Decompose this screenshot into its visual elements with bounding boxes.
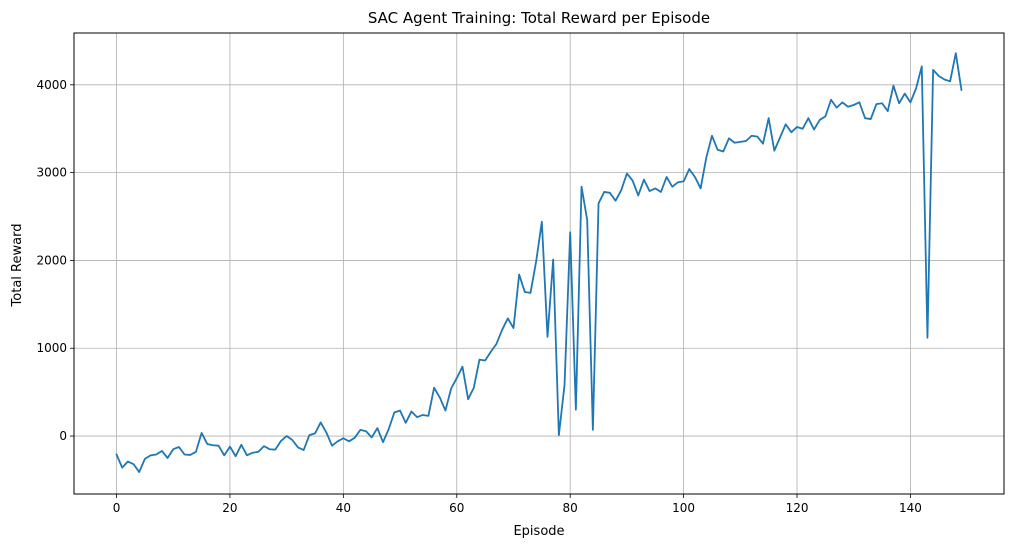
axis-ticks: 0 20 40 60 80 100 120 140 0 1000 2000 3000 4000 bbox=[36, 78, 921, 515]
y-tick-label: 4000 bbox=[36, 78, 67, 92]
y-tick-label: 1000 bbox=[36, 341, 67, 355]
x-tick-label: 0 bbox=[113, 501, 121, 515]
y-tick-label: 0 bbox=[59, 429, 67, 443]
grid-lines bbox=[74, 33, 1004, 494]
x-tick-label: 120 bbox=[786, 501, 809, 515]
y-tick-label: 3000 bbox=[36, 166, 67, 180]
x-tick-label: 100 bbox=[672, 501, 695, 515]
x-tick-label: 140 bbox=[899, 501, 922, 515]
x-axis-label: Episode bbox=[513, 524, 564, 539]
x-tick-label: 80 bbox=[563, 501, 578, 515]
x-tick-label: 60 bbox=[449, 501, 464, 515]
series-group bbox=[115, 52, 963, 473]
chart-title: SAC Agent Training: Total Reward per Epi… bbox=[368, 9, 710, 27]
y-axis-label: Total Reward bbox=[10, 224, 25, 308]
reward-series-line bbox=[115, 52, 963, 473]
x-tick-label: 40 bbox=[336, 501, 351, 515]
y-tick-label: 2000 bbox=[36, 253, 67, 267]
plot-frame bbox=[73, 32, 1005, 495]
x-tick-label: 20 bbox=[222, 501, 237, 515]
